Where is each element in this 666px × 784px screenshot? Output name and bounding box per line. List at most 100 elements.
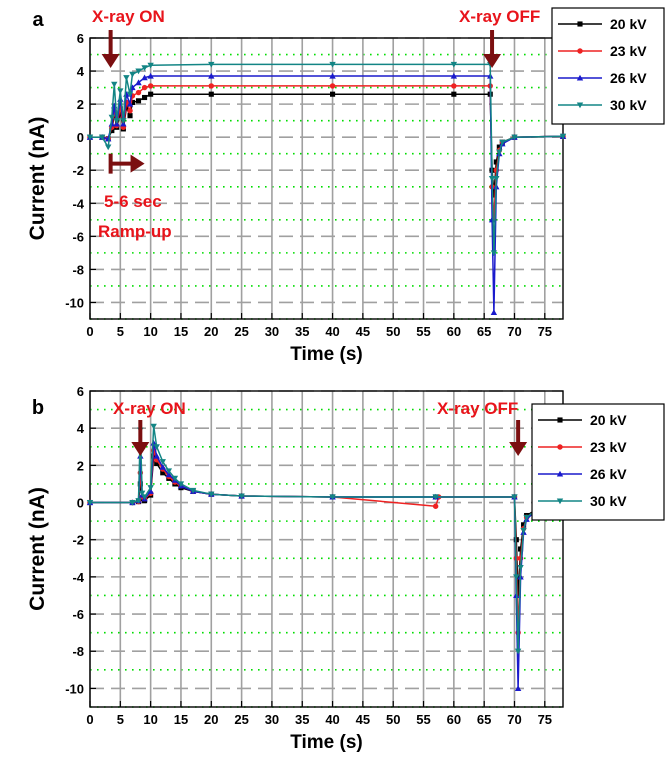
data-point	[329, 61, 336, 68]
data-point	[514, 648, 522, 655]
y-tick-label: -8	[72, 644, 84, 659]
data-point	[148, 91, 154, 97]
annotation-xray-off: X-ray OFF	[459, 7, 540, 26]
data-point	[517, 565, 524, 571]
x-tick-label: 55	[416, 712, 430, 727]
data-point	[165, 471, 173, 478]
annotation-xray-on: X-ray ON	[92, 7, 165, 26]
data-point	[127, 113, 133, 119]
x-tick-label: 65	[477, 324, 491, 339]
data-point	[159, 464, 166, 470]
data-point	[329, 83, 336, 89]
y-tick-label: -4	[72, 570, 84, 585]
x-tick-label: 0	[86, 712, 93, 727]
y-tick-label: -10	[65, 681, 84, 696]
data-point	[517, 546, 524, 552]
data-point	[450, 72, 458, 79]
x-tick-label: 15	[174, 324, 188, 339]
x-tick-label: 40	[325, 324, 339, 339]
legend-label: 23 kV	[590, 439, 627, 455]
x-tick-label: 50	[386, 712, 400, 727]
data-point	[523, 514, 530, 521]
plot-area	[90, 391, 563, 707]
data-point	[86, 134, 94, 141]
data-point	[108, 114, 116, 121]
data-point	[488, 175, 496, 182]
data-point	[141, 494, 148, 501]
legend: 20 kV 23 kV 26 kV 30 kV	[531, 403, 665, 521]
panel-b: 0 5 10 15 20 25 30 35 40 45 50 55 60 65 70 75-10-8-6-4-…	[26, 384, 665, 753]
legend-label: 20 kV	[610, 16, 647, 32]
data-point	[129, 499, 136, 506]
y-tick-label: -2	[72, 533, 84, 548]
data-point	[138, 490, 146, 497]
data-point	[556, 470, 564, 477]
data-point	[160, 470, 166, 476]
data-point	[135, 98, 142, 104]
data-point	[513, 574, 520, 581]
annotation-arrow-head	[131, 442, 150, 456]
x-tick-label: 25	[234, 712, 248, 727]
x-tick-label: 40	[325, 712, 339, 727]
data-point	[147, 488, 154, 494]
data-point	[496, 149, 503, 156]
data-point	[129, 99, 136, 106]
data-point	[150, 423, 157, 430]
y-tick-label: -10	[65, 295, 84, 310]
data-point	[493, 175, 500, 182]
data-point	[493, 159, 499, 165]
data-point	[141, 74, 148, 81]
y-axis-label: Current (nA)	[26, 487, 49, 611]
y-tick-label: -4	[72, 196, 84, 211]
data-point	[135, 79, 142, 86]
y-tick-label: 0	[77, 496, 84, 511]
y-tick-label: 4	[77, 421, 85, 436]
data-point	[511, 134, 518, 141]
data-point	[496, 144, 502, 150]
data-point	[511, 494, 518, 501]
data-point	[208, 91, 214, 97]
data-point	[135, 89, 142, 96]
legend-label: 26 kV	[590, 466, 627, 482]
data-point	[557, 444, 563, 450]
data-point	[126, 91, 134, 98]
x-tick-label: 30	[265, 712, 279, 727]
data-point	[432, 503, 439, 509]
x-axis-label: Time (s)	[290, 344, 363, 365]
data-point	[451, 83, 457, 89]
data-point	[141, 65, 148, 71]
data-point	[135, 498, 142, 504]
data-point	[117, 88, 124, 95]
x-tick-label: 35	[295, 324, 309, 339]
data-point	[559, 133, 567, 140]
data-point	[147, 485, 154, 491]
annotation-xray-on: X-ray ON	[113, 399, 186, 418]
x-tick-label: 0	[86, 324, 93, 339]
data-point	[111, 81, 118, 88]
data-point	[113, 118, 120, 124]
data-point	[208, 72, 215, 79]
data-point	[153, 452, 160, 459]
annotation-ramp-up: Ramp-up	[98, 222, 172, 241]
x-axis-label: Time (s)	[290, 732, 363, 753]
x-tick-label: 75	[538, 324, 552, 339]
ramp-arrow-head	[130, 154, 145, 173]
data-point	[577, 21, 583, 27]
y-tick-label: 4	[77, 64, 85, 79]
x-tick-label: 25	[234, 324, 248, 339]
data-point	[576, 74, 584, 81]
series-30-kv	[86, 423, 567, 655]
legend-label: 26 kV	[610, 70, 647, 86]
data-point	[515, 592, 521, 599]
annotation-arrow-head	[483, 54, 502, 68]
data-point	[208, 61, 215, 68]
data-point	[147, 72, 154, 79]
data-point	[127, 108, 133, 114]
data-point	[514, 685, 522, 691]
data-point	[135, 68, 142, 75]
y-tick-label: 6	[77, 384, 84, 399]
x-tick-label: 65	[477, 712, 491, 727]
data-point	[104, 144, 112, 151]
x-tick-label: 20	[204, 324, 218, 339]
legend-label: 30 kV	[610, 97, 647, 113]
